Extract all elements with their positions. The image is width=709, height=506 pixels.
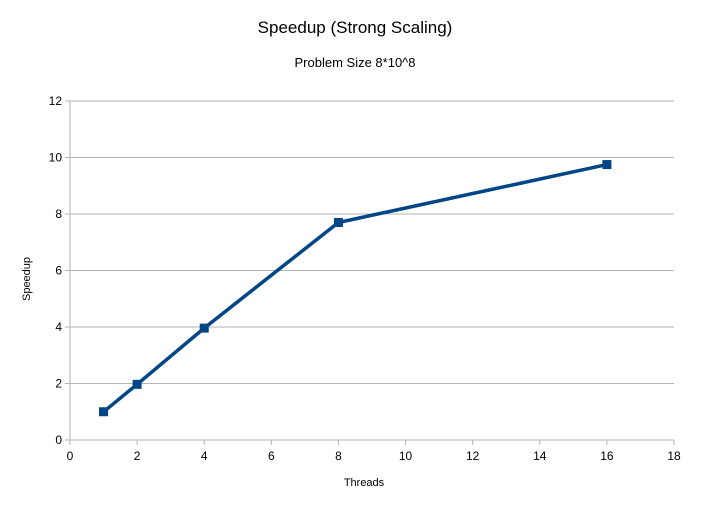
y-tick-label-10: 10 [49, 151, 63, 165]
x-tick-label-12: 12 [466, 449, 480, 463]
series-line-0 [102, 162, 608, 414]
data-point-2 [132, 379, 142, 389]
x-tick-label-4: 4 [201, 449, 208, 463]
x-tick-label-2: 2 [134, 449, 141, 463]
x-tick-label-6: 6 [268, 449, 275, 463]
x-tick-label-14: 14 [533, 449, 547, 463]
x-tick-label-16: 16 [600, 449, 614, 463]
x-axis-label: Threads [344, 477, 385, 489]
y-tick-label-2: 2 [55, 377, 62, 391]
data-point-16 [602, 160, 612, 170]
y-tick-label-8: 8 [55, 207, 62, 221]
axes [65, 100, 675, 445]
y-tick-label-6: 6 [55, 264, 62, 278]
gridlines [70, 100, 674, 384]
data-point-8 [333, 217, 343, 227]
x-tick-label-18: 18 [667, 449, 681, 463]
data-point-1 [99, 407, 109, 417]
y-tick-label-0: 0 [55, 433, 62, 447]
y-tick-label-12: 12 [49, 94, 63, 108]
data-series [99, 160, 612, 417]
y-tick-label-4: 4 [55, 320, 62, 334]
data-point-4 [199, 323, 209, 333]
chart-subtitle: Problem Size 8*10^8 [295, 55, 416, 70]
x-tick-label-8: 8 [335, 449, 342, 463]
tick-labels: 0 2 4 6 8 10 12 0 2 4 6 8 10 12 14 16 18 [49, 94, 681, 463]
y-axis-label: Speedup [21, 257, 33, 301]
x-tick-label-10: 10 [399, 449, 413, 463]
x-tick-label-0: 0 [67, 449, 74, 463]
chart-title: Speedup (Strong Scaling) [258, 18, 453, 37]
